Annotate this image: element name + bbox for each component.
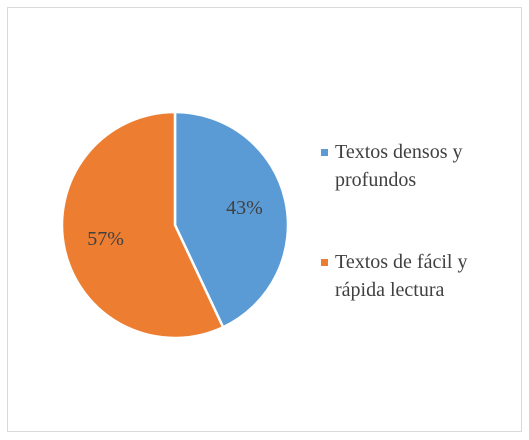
- pie-slice: [60, 110, 225, 340]
- legend-marker: [321, 149, 328, 156]
- data-label: 43%: [226, 197, 263, 219]
- legend-label: Textos de fácil y rápida lectura: [335, 251, 468, 301]
- data-label: 57%: [87, 228, 124, 250]
- legend-marker: [321, 259, 328, 266]
- legend-label: Textos densos y profundos: [335, 141, 463, 191]
- pie-slice: [173, 110, 290, 329]
